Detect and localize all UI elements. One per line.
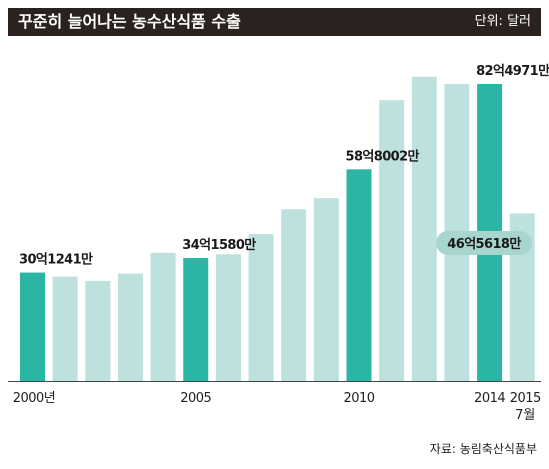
bar-2003 [117,273,143,381]
data-label-2005: 34억1580만 [182,237,256,253]
data-label-2014: 82억4971만 [476,63,549,79]
bar-2011 [379,100,405,381]
source-note: 자료: 농림축산식품부 [429,442,537,456]
x-tick-2015.7: 2015 [510,391,541,406]
x-subtick-2015.7: 7월 [515,408,535,423]
bar-2001 [52,276,78,381]
bar-2002 [85,280,111,381]
chart-title: 꾸준히 늘어나는 농수산식품 수출 [18,12,241,31]
bar-2008 [281,209,307,381]
bar-2007 [248,234,274,381]
data-label-2000: 30억1241만 [19,252,93,268]
chart-header: 꾸준히 늘어나는 농수산식품 수출 단위: 달러 [8,8,541,36]
x-tick-2000: 2000년 [13,391,56,406]
x-tick-2005: 2005 [180,391,211,406]
bar-2004 [150,252,176,381]
x-tick-2014: 2014 [474,391,505,406]
bar-2010 [346,169,372,381]
bar-2012 [411,76,437,382]
bar-2009 [313,198,339,381]
callout-bubble [436,231,532,255]
bar-2006 [215,254,241,381]
data-label-2015.7: 46억5618만 [447,236,521,252]
bar-2000 [20,272,45,381]
unit-label: 단위: 달러 [474,14,531,29]
data-label-2010: 58억8002만 [346,148,420,164]
x-tick-2010: 2010 [343,391,374,406]
bar-2005 [183,258,209,381]
